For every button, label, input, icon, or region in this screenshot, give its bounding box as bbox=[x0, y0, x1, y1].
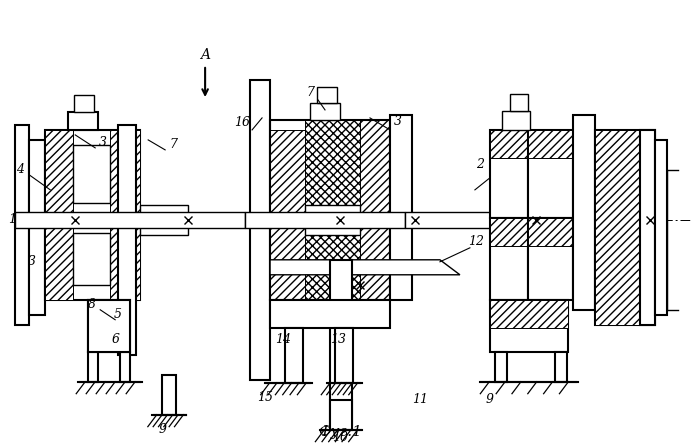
Bar bbox=[330, 400, 352, 429]
Bar bbox=[490, 300, 568, 328]
Bar bbox=[572, 115, 595, 310]
Bar bbox=[555, 352, 567, 382]
Bar bbox=[162, 375, 176, 415]
Text: 5: 5 bbox=[114, 308, 122, 321]
Bar bbox=[110, 218, 140, 300]
Text: 3: 3 bbox=[394, 116, 402, 128]
Bar bbox=[285, 328, 303, 383]
Text: 13: 13 bbox=[330, 333, 346, 346]
Bar bbox=[528, 218, 572, 300]
Bar bbox=[390, 115, 412, 300]
Text: 3: 3 bbox=[99, 136, 107, 149]
Bar bbox=[270, 218, 390, 300]
Bar bbox=[305, 205, 360, 235]
Bar bbox=[528, 130, 572, 218]
Bar bbox=[69, 112, 98, 130]
Text: 9: 9 bbox=[486, 393, 494, 406]
Bar bbox=[29, 140, 45, 315]
Text: 16: 16 bbox=[234, 116, 250, 129]
Bar bbox=[15, 212, 245, 228]
Text: 2: 2 bbox=[476, 158, 484, 171]
Bar bbox=[305, 218, 360, 300]
Bar bbox=[45, 130, 140, 218]
Bar bbox=[490, 130, 528, 218]
Bar bbox=[15, 125, 29, 325]
Bar bbox=[640, 130, 655, 325]
Bar bbox=[250, 80, 270, 380]
Text: 6: 6 bbox=[111, 333, 119, 346]
Bar bbox=[245, 212, 405, 228]
Bar bbox=[595, 130, 640, 325]
Bar bbox=[528, 205, 572, 235]
Bar bbox=[510, 94, 528, 111]
Bar bbox=[528, 218, 572, 246]
Bar bbox=[73, 233, 110, 285]
Text: 9: 9 bbox=[158, 423, 166, 436]
Bar bbox=[490, 300, 568, 352]
Bar bbox=[270, 120, 390, 218]
Bar bbox=[270, 218, 305, 300]
Bar bbox=[45, 218, 140, 300]
Bar bbox=[490, 130, 528, 158]
Bar bbox=[335, 328, 353, 383]
Bar bbox=[360, 120, 390, 218]
Bar bbox=[310, 103, 340, 120]
Bar bbox=[330, 260, 352, 425]
Bar bbox=[74, 95, 94, 112]
Text: 1: 1 bbox=[8, 213, 16, 226]
Polygon shape bbox=[270, 260, 460, 275]
Text: 8: 8 bbox=[88, 298, 96, 311]
Text: 4: 4 bbox=[16, 163, 24, 176]
Bar bbox=[405, 212, 535, 228]
Text: 10: 10 bbox=[332, 431, 348, 444]
Bar bbox=[490, 218, 528, 300]
Bar bbox=[490, 218, 528, 246]
Bar bbox=[120, 352, 130, 382]
Bar bbox=[360, 218, 390, 300]
Bar bbox=[305, 120, 360, 218]
Bar bbox=[502, 111, 530, 130]
Text: 14: 14 bbox=[275, 333, 291, 346]
Bar bbox=[270, 300, 390, 328]
Bar bbox=[45, 218, 73, 300]
Text: Фуг.1: Фуг.1 bbox=[318, 425, 362, 439]
Text: 3: 3 bbox=[28, 255, 36, 268]
Bar bbox=[595, 130, 655, 325]
Bar bbox=[270, 130, 305, 218]
Bar bbox=[88, 352, 98, 382]
Text: 7: 7 bbox=[306, 87, 314, 99]
Bar bbox=[45, 130, 73, 218]
Bar bbox=[73, 145, 110, 203]
Text: 11: 11 bbox=[412, 393, 428, 406]
Text: 15: 15 bbox=[257, 391, 273, 404]
Text: A: A bbox=[200, 48, 210, 62]
Bar bbox=[88, 300, 130, 352]
Bar bbox=[317, 87, 337, 103]
Bar bbox=[118, 125, 136, 355]
Bar bbox=[495, 352, 507, 382]
Bar bbox=[88, 300, 130, 326]
Bar bbox=[110, 130, 140, 218]
Text: 7: 7 bbox=[169, 138, 177, 151]
Text: 12: 12 bbox=[468, 235, 484, 248]
Bar bbox=[88, 300, 130, 352]
Bar bbox=[528, 130, 572, 158]
Bar bbox=[655, 140, 667, 315]
Bar bbox=[140, 205, 188, 235]
